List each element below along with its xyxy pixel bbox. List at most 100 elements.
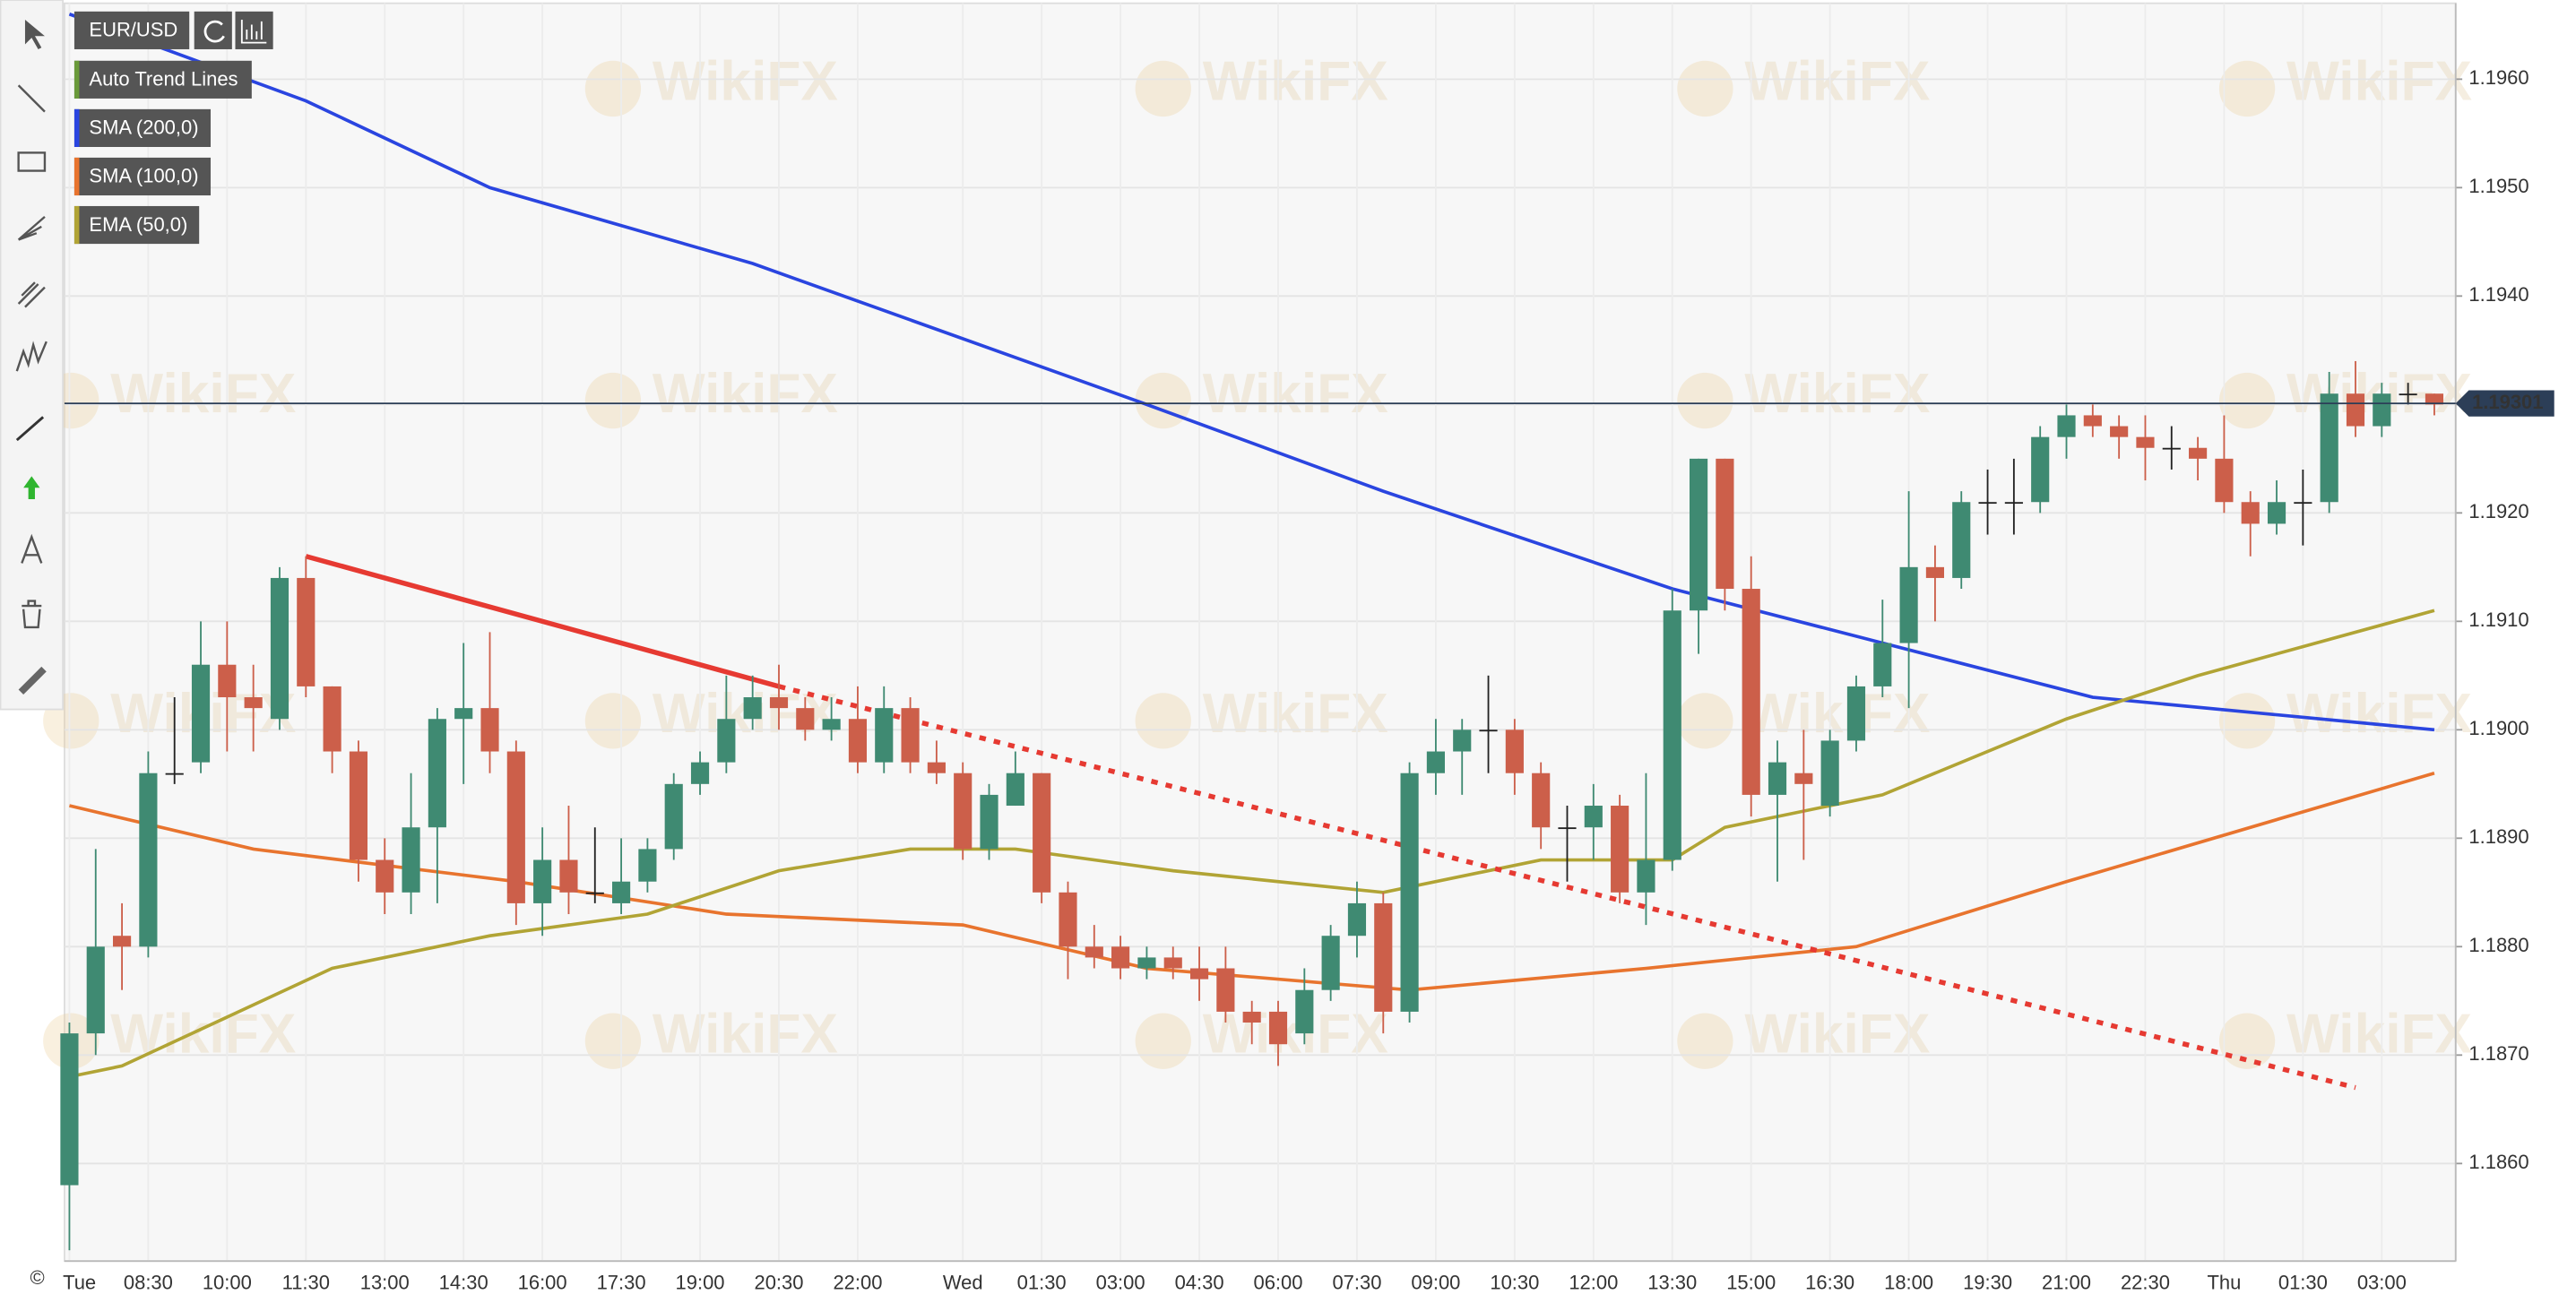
plot-area (64, 2, 2457, 1263)
x-tick-label: 18:00 (1884, 1272, 1933, 1294)
x-tick-label: 22:30 (2121, 1272, 2170, 1294)
x-tick-label: 07:30 (1332, 1272, 1381, 1294)
indicator-line (69, 609, 2435, 1079)
watermark: WikiFX (1203, 51, 1388, 113)
x-tick-label: 21:00 (2042, 1272, 2091, 1294)
x-tick-label: 03:00 (2357, 1272, 2407, 1294)
legend-label: SMA (100,0) (89, 165, 198, 187)
candle-body (112, 936, 132, 947)
fan-tool[interactable] (17, 215, 46, 241)
x-tick-label: 11:30 (282, 1272, 330, 1294)
watermark-logo (1135, 1013, 1191, 1069)
watermark: WikiFX (1744, 683, 1930, 745)
watermark-logo (1135, 60, 1191, 117)
y-tick-label: 1.1950 (2468, 175, 2528, 197)
legend-label: Auto Trend Lines (89, 68, 238, 91)
refresh-icon (203, 20, 225, 43)
candle-body (1846, 686, 1866, 741)
candle-body (1347, 902, 1367, 937)
candle-body (86, 946, 105, 1034)
trend-line (305, 554, 780, 689)
x-tick-label: 20:30 (754, 1272, 803, 1294)
watermark-logo (2218, 60, 2276, 117)
x-tick-label: 09:00 (1411, 1272, 1460, 1294)
candle-body (1242, 1011, 1261, 1023)
candle-body (428, 719, 446, 828)
legend-box[interactable] (73, 157, 212, 196)
y-tick-label: 1.1890 (2468, 825, 2528, 848)
candle-body (533, 859, 552, 903)
candle-body (1321, 936, 1340, 990)
candle-body (191, 664, 211, 763)
settings-button[interactable] (235, 11, 273, 49)
candle-body (2004, 502, 2023, 505)
candle-body (612, 881, 631, 903)
copyright: © (30, 1266, 44, 1289)
candle-body (2031, 436, 2050, 503)
candle-body (1663, 610, 1681, 860)
candle-body (1505, 729, 1524, 773)
watermark: WikiFX (2286, 51, 2472, 113)
symbol-box[interactable] (73, 11, 190, 49)
legend-box[interactable] (73, 108, 212, 147)
candle-body (875, 708, 894, 763)
candle-body (664, 783, 683, 850)
watermark: WikiFX (1744, 363, 1930, 425)
candle-body (349, 751, 368, 860)
eraser-tool[interactable] (18, 666, 47, 695)
cursor-tool[interactable] (24, 19, 45, 49)
candle-body (1268, 1011, 1288, 1045)
candle-body (376, 859, 394, 893)
settings-icon (240, 19, 267, 44)
watermark: WikiFX (1744, 51, 1930, 113)
refresh-button[interactable] (194, 11, 232, 49)
candle-body (717, 719, 736, 763)
candle-body (270, 577, 290, 720)
candle-body (244, 697, 263, 709)
line-tool[interactable] (17, 84, 46, 113)
candle-body (1479, 729, 1498, 732)
candles (60, 360, 2444, 1251)
y-tick-label: 1.1860 (2468, 1151, 2528, 1173)
watermark-logo (584, 1013, 642, 1069)
watermark-logo (1677, 693, 1733, 749)
x-tick-label: 08:30 (124, 1272, 173, 1294)
x-tick-label: 13:00 (360, 1272, 410, 1294)
candle-body (1006, 773, 1024, 807)
y-tick-label: 1.1910 (2468, 609, 2528, 631)
candle-body (2110, 426, 2129, 437)
trend-line-projection (778, 684, 2356, 1091)
delete-tool[interactable] (22, 600, 42, 629)
candle-body (980, 794, 998, 850)
x-tick-label: 06:00 (1254, 1272, 1303, 1294)
watermark-logo (1677, 372, 1733, 429)
candle-body (1899, 566, 1918, 643)
candle-body (454, 708, 473, 720)
legend-swatch (73, 205, 80, 245)
watermark-logo (2218, 1013, 2276, 1069)
rect-tool[interactable] (17, 151, 47, 172)
marker-tool[interactable] (23, 476, 40, 500)
x-tick-label: 04:30 (1175, 1272, 1224, 1294)
candle-body (139, 773, 158, 947)
arrow-tool[interactable] (15, 416, 45, 442)
candle-body (480, 708, 499, 752)
legend-box[interactable] (73, 205, 200, 245)
candle-body (402, 827, 420, 893)
candle-body (2294, 502, 2312, 505)
channel-tool[interactable] (17, 281, 46, 308)
candle-body (506, 751, 525, 903)
text-tool[interactable] (21, 533, 43, 564)
watermark-logo (1135, 372, 1191, 429)
watermark-logo (1135, 693, 1191, 749)
candle-body (1059, 892, 1077, 947)
x-tick-label: 19:30 (1963, 1272, 2012, 1294)
x-tick-label: 12:00 (1569, 1272, 1618, 1294)
toolbar (0, 0, 65, 711)
watermark-logo (584, 60, 642, 117)
candle-body (1794, 773, 1813, 784)
last-price-label: 1.19301 (2472, 391, 2543, 413)
legend-box[interactable] (73, 60, 252, 99)
legend-label: SMA (200,0) (89, 117, 198, 139)
pattern-tool[interactable] (15, 341, 48, 372)
